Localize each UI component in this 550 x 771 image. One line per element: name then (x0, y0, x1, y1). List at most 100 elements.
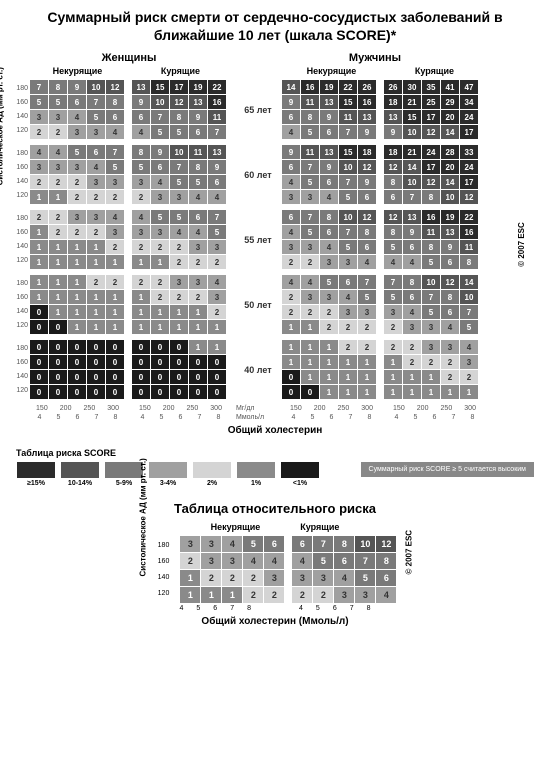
risk-cell: 9 (403, 225, 421, 239)
risk-cell: 1 (422, 385, 440, 399)
risk-cell: 30 (403, 80, 421, 94)
y-axis-label: Систолическое АД (мм рт. ст.) (0, 67, 5, 185)
legend-item: ≥15% (16, 462, 56, 487)
risk-cell: 12 (460, 190, 478, 204)
risk-cell: 0 (106, 370, 124, 384)
risk-cell: 3 (282, 240, 300, 254)
risk-cell: 1 (208, 320, 226, 334)
risk-cell: 3 (87, 125, 105, 139)
score-block: 91113151867910124567933456 (282, 145, 376, 204)
risk-cell: 29 (441, 95, 459, 109)
score-block: 22334122231111211111 (132, 275, 226, 334)
score-block: 781012145678103456723345 (384, 275, 478, 334)
risk-cell: 4 (132, 210, 150, 224)
risk-cell: 10 (403, 125, 421, 139)
risk-cell: 0 (170, 385, 188, 399)
risk-cell: 4 (132, 125, 150, 139)
risk-cell: 2 (132, 275, 150, 289)
risk-cell: 1 (68, 305, 86, 319)
risk-cell: 6 (87, 145, 105, 159)
risk-cell: 2 (301, 305, 319, 319)
risk-cell: 12 (358, 160, 376, 174)
risk-cell: 7 (358, 275, 376, 289)
risk-cell: 4 (189, 190, 207, 204)
legend-item: 3-4% (148, 462, 188, 487)
score-block: 00000000000000000000 (30, 340, 124, 399)
risk-cell: 13 (208, 145, 226, 159)
risk-cell: 1 (301, 355, 319, 369)
risk-cell: 4 (358, 255, 376, 269)
risk-cell: 14 (282, 80, 300, 94)
risk-cell: 1 (68, 275, 86, 289)
risk-cell: 2 (189, 255, 207, 269)
risk-cell: 10 (151, 95, 169, 109)
risk-cell: 6 (282, 110, 300, 124)
risk-cell: 3 (403, 320, 421, 334)
risk-cell: 3 (320, 290, 338, 304)
risk-cell: 9 (282, 145, 300, 159)
risk-cell: 4 (189, 225, 207, 239)
risk-cell: 1 (106, 320, 124, 334)
risk-cell: 0 (87, 340, 105, 354)
risk-cell: 0 (49, 370, 67, 384)
score-block: 7891012556783345622334 (30, 80, 124, 139)
risk-cell: 4 (208, 190, 226, 204)
age-label: 40 лет (234, 365, 282, 375)
score-block: 45567334452223311222 (132, 210, 226, 269)
risk-cell: 0 (68, 355, 86, 369)
score-block: 131517192291012131667891145567 (132, 80, 226, 139)
risk-cell: 10 (87, 80, 105, 94)
risk-cell: 7 (208, 210, 226, 224)
risk-cell: 7 (106, 145, 124, 159)
risk-cell: 17 (422, 160, 440, 174)
risk-cell: 0 (208, 370, 226, 384)
risk-cell: 1 (87, 305, 105, 319)
risk-cell: 11 (422, 225, 440, 239)
risk-cell: 3 (441, 340, 459, 354)
risk-cell: 3 (151, 190, 169, 204)
risk-cell: 10 (170, 145, 188, 159)
risk-cell: 4 (384, 255, 402, 269)
risk-cell: 2 (49, 210, 67, 224)
risk-cell: 1 (49, 290, 67, 304)
smoke-label-mn: Некурящие (284, 66, 379, 76)
risk-cell: 12 (384, 210, 402, 224)
risk-cell: 13 (384, 110, 402, 124)
risk-cell: 1 (384, 370, 402, 384)
risk-cell: 1 (301, 340, 319, 354)
risk-cell: 4 (68, 110, 86, 124)
risk-cell: 0 (30, 370, 48, 384)
age-label: 55 лет (234, 235, 282, 245)
risk-cell: 10 (441, 190, 459, 204)
relative-risk-grid: Систолическое АД (мм рт. ст.) 1801601401… (8, 536, 542, 603)
risk-cell: 2 (403, 355, 421, 369)
risk-cell: 1 (403, 370, 421, 384)
risk-cell: 1 (132, 320, 150, 334)
risk-cell: 5 (358, 290, 376, 304)
risk-cell: 3 (282, 190, 300, 204)
risk-cell: 5 (460, 320, 478, 334)
risk-cell: 1 (151, 320, 169, 334)
risk-cell: 2 (384, 340, 402, 354)
risk-cell: 6 (403, 240, 421, 254)
risk-cell: 1 (339, 370, 357, 384)
risk-cell: 9 (282, 95, 300, 109)
risk-cell: 3 (208, 290, 226, 304)
risk-cell: 16 (358, 95, 376, 109)
risk-cell: 0 (132, 340, 150, 354)
risk-cell: 2 (68, 225, 86, 239)
risk-cell: 13 (358, 110, 376, 124)
risk-cell: 2 (282, 255, 300, 269)
risk-cell: 3 (170, 275, 188, 289)
risk-cell: 2 (132, 240, 150, 254)
risk-cell: 2 (30, 210, 48, 224)
risk-cell: 1 (384, 385, 402, 399)
risk-cell: 1 (320, 340, 338, 354)
risk-cell: 0 (151, 370, 169, 384)
risk-cell: 0 (151, 385, 169, 399)
risk-cell: 7 (460, 305, 478, 319)
risk-cell: 0 (208, 355, 226, 369)
risk-cell: 2 (106, 190, 124, 204)
risk-cell: 2 (189, 290, 207, 304)
risk-cell: 9 (441, 240, 459, 254)
